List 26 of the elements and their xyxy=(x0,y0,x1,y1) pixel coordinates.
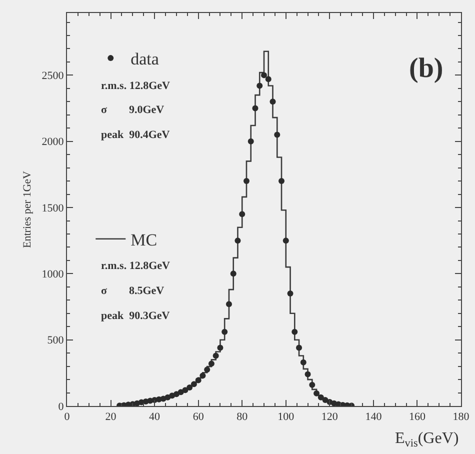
y-tick-label: 2500 xyxy=(42,70,64,82)
annotation: peak 90.3GeV xyxy=(101,310,170,322)
x-tick-label: 80 xyxy=(236,411,248,424)
annotation: σ 8.5GeV xyxy=(101,285,164,297)
x-tick-label: 140 xyxy=(365,411,382,424)
x-tick-label: 120 xyxy=(321,411,338,424)
y-tick-label: 2000 xyxy=(42,136,64,148)
x-tick-label: 100 xyxy=(278,411,295,424)
annotation: r.m.s. 12.8GeV xyxy=(101,80,170,92)
x-tick-label: 20 xyxy=(105,411,117,424)
y-tick-label: 0 xyxy=(58,400,64,413)
y-axis-title: Entries per 1GeV xyxy=(21,170,34,248)
x-axis-title: E$_{vis}$(GeV) xyxy=(395,430,459,450)
y-tick-label: 1500 xyxy=(42,202,64,214)
x-tick-label: 40 xyxy=(149,411,161,424)
legend-label: MC xyxy=(130,230,158,250)
y-tick-label: 500 xyxy=(47,334,64,347)
legend-label: data xyxy=(130,50,160,69)
annotation: σ 9.0GeV xyxy=(101,104,164,116)
annotation: (b) xyxy=(409,53,444,84)
x-tick-label: 60 xyxy=(192,411,204,424)
y-tick-label: 1000 xyxy=(42,268,64,281)
x-tick-label: 160 xyxy=(408,411,426,424)
annotation: peak 90.4GeV xyxy=(101,129,170,141)
annotation: r.m.s. 12.8GeV xyxy=(101,260,170,272)
x-tick-label: 180 xyxy=(452,411,470,424)
